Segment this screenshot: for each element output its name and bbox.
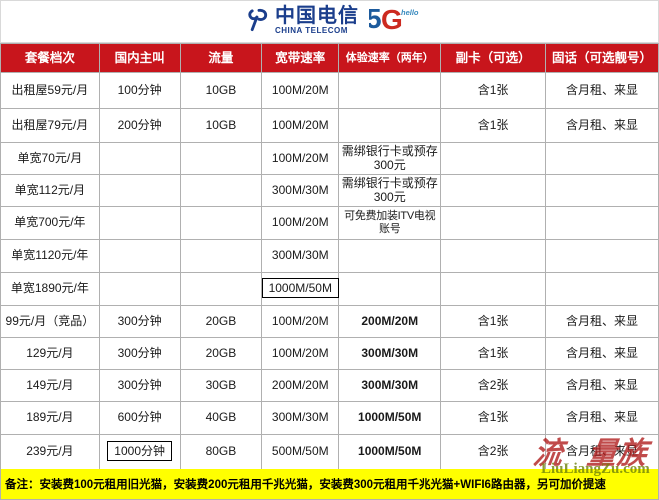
svg-text:hello: hello — [401, 8, 419, 17]
svg-text:5: 5 — [369, 5, 382, 34]
svg-text:G: G — [381, 5, 403, 35]
